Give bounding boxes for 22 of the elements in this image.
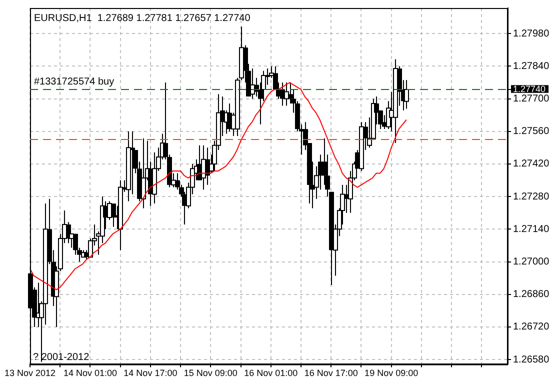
y-tick-label: 1.27840 [513, 60, 550, 72]
x-tick-label: 14 Nov 01:00 [63, 368, 117, 378]
y-tick-label: 1.27740 [513, 84, 546, 94]
y-tick-label: 1.26860 [513, 289, 550, 300]
y-tick-label: 1.27420 [513, 158, 550, 170]
x-tick-label: 19 Nov 09:00 [364, 368, 418, 378]
x-tick-label: 14 Nov 17:00 [124, 368, 178, 378]
y-tick-label: 1.27000 [513, 256, 550, 268]
x-tick-label: 16 Nov 01:00 [244, 368, 298, 378]
ref-line-label: #1331725574 buy [34, 76, 114, 88]
y-tick-label: 1.27280 [513, 191, 550, 202]
y-tick-label: 1.27560 [513, 126, 550, 138]
y-tick-label: 1.27140 [513, 224, 550, 235]
y-tick-label: 1.27700 [513, 94, 550, 105]
y-tick-label: 1.26720 [513, 322, 550, 333]
text: EURUSD,H1 1.27689 1.27781 1.27657 1.27740 [34, 12, 251, 24]
x-tick-label: 15 Nov 09:00 [184, 368, 238, 378]
annotation: ? 2001-2012 [33, 352, 90, 363]
x-tick-label: 16 Nov 17:00 [304, 368, 358, 378]
y-tick-label: 1.27980 [513, 28, 550, 40]
x-tick-label: 13 Nov 2012 [4, 368, 56, 378]
y-tick-label: 1.26580 [513, 354, 550, 366]
